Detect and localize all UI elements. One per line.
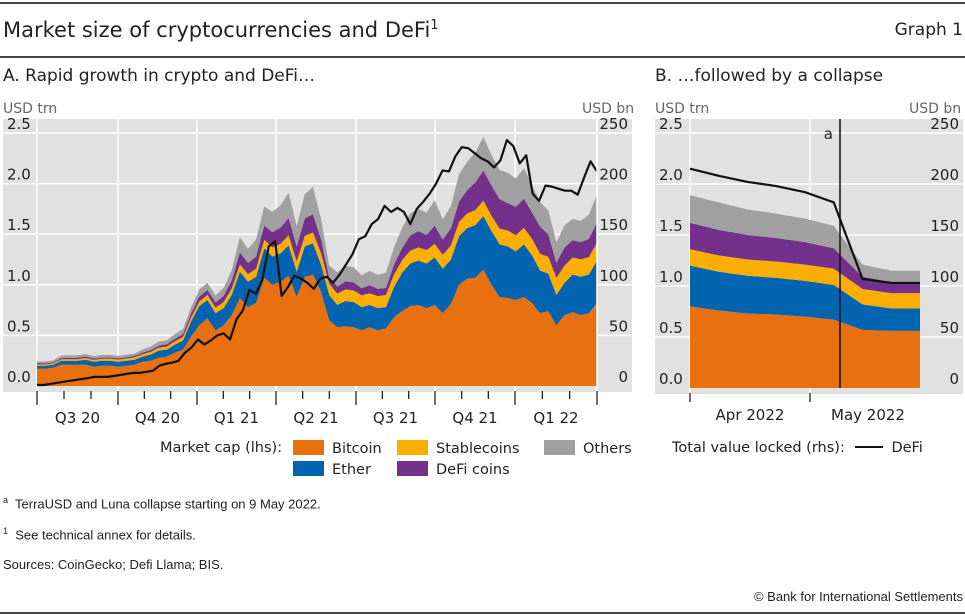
panel-a-title: A. Rapid growth in crypto and DeFi… xyxy=(3,66,316,86)
panel-a-y-left-tick-label: 2.5 xyxy=(7,115,31,133)
legend-label: Others xyxy=(583,441,632,457)
legend-label: DeFi coins xyxy=(436,462,510,478)
panel-b-area-others xyxy=(690,195,920,282)
legend-item-defi-coins: DeFi coins xyxy=(397,461,510,478)
panel-b-y-right-tick-label: 250 xyxy=(930,115,959,133)
graph-number: Graph 1 xyxy=(894,20,963,40)
panel-b-y-left-tick-label: 2.0 xyxy=(659,166,683,184)
legend-label: DeFi xyxy=(891,440,923,456)
panel-a-y-right-tick-label: 250 xyxy=(599,115,628,133)
defi-line-swatch xyxy=(855,446,884,448)
sources: Sources: CoinGecko; Defi Llama; BIS. xyxy=(3,557,224,572)
footnote-a: a TerraUSD and Luna collapse starting on… xyxy=(3,495,321,511)
legend-market-cap: Market cap (lhs): xyxy=(160,440,290,456)
panel-b-line-defi-tvl xyxy=(689,167,920,285)
panel-a-y-left-tick-label: 2.0 xyxy=(7,166,31,184)
title-footnote-mark: 1 xyxy=(430,18,439,33)
panel-a-y-right-tick-label: 150 xyxy=(599,216,628,234)
panel-a-y-left-tick-label: 0.5 xyxy=(7,317,31,335)
top-rule xyxy=(0,2,965,4)
others-swatch xyxy=(544,440,575,455)
footnote-1: 1 See technical annex for details. xyxy=(3,526,196,542)
panel-b-y-right-tick-label: 150 xyxy=(930,217,959,235)
footnote-1-text: See technical annex for details. xyxy=(15,527,196,543)
legend-label: Bitcoin xyxy=(332,441,382,457)
panel-a-y-left-tick-label: 0.0 xyxy=(7,368,31,386)
panel-a-area-bitcoin xyxy=(37,269,597,386)
panel-a-x-tick-label: Q3 20 xyxy=(55,409,100,427)
panel-a-x-tick-label: Q3 21 xyxy=(373,409,418,427)
panel-a-y-right-tick-label: 100 xyxy=(599,267,628,285)
panel-a-x-tick-label: Q1 21 xyxy=(214,409,259,427)
legend-tvl-label: Total value locked (rhs): xyxy=(672,440,845,456)
legend-item-bitcoin: Bitcoin xyxy=(293,440,382,457)
panel-a-area-stablecoins xyxy=(37,200,597,366)
legend-item-stablecoins: Stablecoins xyxy=(397,440,520,457)
panel-b-area-ether xyxy=(690,265,920,331)
defi-coins-swatch xyxy=(397,461,428,476)
panel-a-right-unit: USD bn xyxy=(582,101,635,117)
panel-b-y-right-tick-label: 50 xyxy=(940,319,959,337)
panel-a-y-right-tick-label: 200 xyxy=(599,166,628,184)
panel-b-y-right-tick-label: 100 xyxy=(930,268,959,286)
panel-a-y-left-tick-label: 1.0 xyxy=(7,267,31,285)
legend-label: Stablecoins xyxy=(436,441,520,457)
bottom-rule xyxy=(0,612,965,614)
panel-b-area-stablecoins xyxy=(690,249,920,309)
legend-market-cap-label: Market cap (lhs): xyxy=(160,440,283,456)
panel-a-x-tick-label: Q4 20 xyxy=(135,409,180,427)
legend-item-ether: Ether xyxy=(293,461,371,478)
panel-b-y-left-tick-label: 1.5 xyxy=(659,217,683,235)
legend-tvl: Total value locked (rhs): DeFi xyxy=(672,440,923,456)
panel-b-y-right-tick-label: 200 xyxy=(930,166,959,184)
panel-b-title: B. …followed by a collapse xyxy=(655,66,884,86)
footnote-1-mark: 1 xyxy=(3,526,9,536)
panel-b-y-right-tick-label: 0 xyxy=(949,370,959,388)
panel-a-left-unit: USD trn xyxy=(3,101,58,117)
panel-a-y-right-tick-label: 0 xyxy=(618,368,628,386)
panel-b-right-unit: USD bn xyxy=(909,101,962,117)
panel-a-y-left-tick-label: 1.5 xyxy=(7,216,31,234)
panel-a-x-tick-label: Q1 22 xyxy=(533,409,578,427)
panel-a-line-defi-tvl xyxy=(37,138,598,387)
title-rule xyxy=(0,56,965,58)
panel-b-y-left-tick-label: 0.5 xyxy=(659,319,683,337)
panel-a-area-ether xyxy=(37,215,597,369)
panel-b-y-left-tick-label: 0.0 xyxy=(659,370,683,388)
panel-b-y-left-tick-label: 1.0 xyxy=(659,268,683,286)
footnote-a-text: TerraUSD and Luna collapse starting on 9… xyxy=(15,496,321,512)
panel-a-area-others xyxy=(37,137,597,364)
panel-b-x-tick-label: Apr 2022 xyxy=(716,406,785,424)
panel-b-area-bitcoin xyxy=(690,306,920,388)
bitcoin-swatch xyxy=(293,440,324,455)
legend-item-others: Others xyxy=(544,440,632,457)
footnote-a-mark: a xyxy=(3,495,9,505)
page-title: Market size of cryptocurrencies and DeFi… xyxy=(3,18,439,42)
panel-a-x-tick-label: Q2 21 xyxy=(293,409,338,427)
panel-b-area-defi-coins xyxy=(690,222,920,294)
panel-b-x-tick-label: May 2022 xyxy=(831,406,905,424)
panel-b-y-left-tick-label: 2.5 xyxy=(659,115,683,133)
ether-swatch xyxy=(293,461,324,476)
panel-b-annotation-label: a xyxy=(824,125,833,143)
stablecoins-swatch xyxy=(397,440,428,455)
title-text: Market size of cryptocurrencies and DeFi xyxy=(3,18,431,42)
panel-b-left-unit: USD trn xyxy=(655,101,710,117)
legend-label: Ether xyxy=(332,462,371,478)
panel-a-y-right-tick-label: 50 xyxy=(609,317,628,335)
panel-a-x-tick-label: Q4 21 xyxy=(452,409,497,427)
copyright: © Bank for International Settlements xyxy=(753,589,963,604)
panel-a-area-defi-coins xyxy=(37,170,597,365)
